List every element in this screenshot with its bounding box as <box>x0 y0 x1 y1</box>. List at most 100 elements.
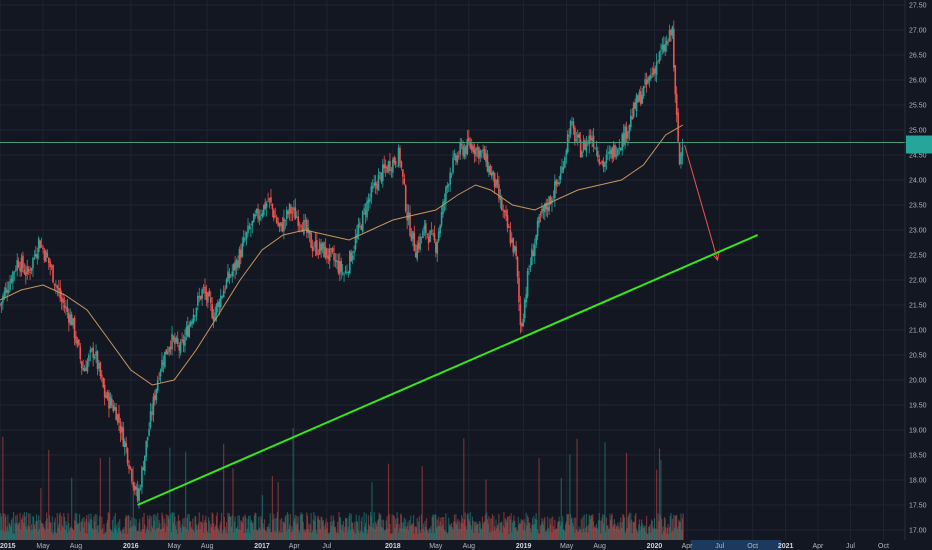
candle <box>519 296 522 334</box>
volume-bar <box>28 513 30 540</box>
volume-bar <box>539 526 542 540</box>
time-tick-label: May <box>429 543 443 550</box>
volume-bar <box>575 517 577 540</box>
candle-body <box>475 147 477 157</box>
volume-bar <box>644 525 646 540</box>
volume-bar <box>667 523 669 540</box>
price-tick-label: 25.00 <box>909 128 927 135</box>
volume-bar <box>27 525 29 540</box>
volume-bar <box>352 529 354 540</box>
volume-bar <box>367 515 370 540</box>
candle-body <box>476 148 479 151</box>
volume-bar <box>271 475 273 540</box>
volume-bar <box>503 512 505 540</box>
candle-body <box>541 209 543 214</box>
volume-bar <box>529 522 531 540</box>
time-axis[interactable]: 2015 May Aug 2016 May Aug 2017 Apr Jul 2018 May Aug… <box>0 540 932 550</box>
candle-body <box>483 149 486 160</box>
volume-bar <box>161 512 163 540</box>
time-tick-label: Jul <box>846 543 855 550</box>
candle-body <box>383 164 386 169</box>
trendline[interactable] <box>137 234 759 506</box>
candle <box>521 322 523 332</box>
candle-body <box>466 139 469 155</box>
time-tick-label: Apr <box>812 543 824 550</box>
volume-bar <box>435 527 438 540</box>
candle-body <box>500 198 503 211</box>
candle-body <box>565 150 568 156</box>
volume-bar <box>567 513 570 540</box>
candle-body <box>597 150 599 158</box>
volume-bar <box>289 514 291 540</box>
volume-bar <box>276 512 279 540</box>
volume-bar <box>509 515 511 540</box>
candle <box>0 303 1 308</box>
volume-bar <box>206 531 208 540</box>
candle-body <box>532 251 535 257</box>
volume-bar <box>200 521 202 540</box>
candle-body <box>60 297 63 302</box>
candle <box>589 128 592 144</box>
volume-bar <box>530 532 532 540</box>
volume-bar <box>215 515 218 540</box>
candle <box>622 124 625 148</box>
candle <box>56 284 59 297</box>
projection-arrow[interactable] <box>684 144 720 262</box>
candle <box>503 209 506 219</box>
candle <box>205 285 208 307</box>
volume-bar <box>557 522 559 540</box>
volume-bar <box>260 515 262 540</box>
volume-bar <box>281 517 283 540</box>
candle <box>492 170 494 182</box>
candle-body <box>270 197 272 203</box>
volume-bar <box>60 530 62 540</box>
candle-body <box>426 234 429 236</box>
candle-body <box>508 226 510 229</box>
volume-bar <box>124 517 127 540</box>
volume-bar <box>300 512 302 540</box>
volume-bar <box>3 531 5 540</box>
volume-bar <box>524 522 526 540</box>
candle-body <box>535 234 537 245</box>
volume-bar <box>144 533 147 540</box>
volume-bar <box>630 512 632 540</box>
candle <box>667 38 669 46</box>
volume-bar <box>218 529 220 540</box>
candle-body <box>142 467 145 471</box>
volume-bar <box>212 514 214 540</box>
volume-bar <box>9 524 11 540</box>
candle-body <box>630 115 632 128</box>
candle-body <box>668 30 671 42</box>
volume-bar <box>333 520 335 540</box>
volume-bar <box>147 530 149 540</box>
volume-bar <box>175 525 177 540</box>
volume-bar <box>474 522 476 540</box>
time-tick-label: 2018 <box>385 543 401 550</box>
candle <box>168 346 170 357</box>
candle <box>602 156 605 173</box>
volume-bar <box>601 517 603 540</box>
volume-bar <box>225 531 227 540</box>
volume-bar <box>307 529 309 540</box>
volume-bar <box>247 518 249 540</box>
volume-bar <box>278 531 281 540</box>
candle-body <box>82 367 84 371</box>
price-axis[interactable]: 17.0017.5018.0018.5019.0019.5020.0020.50… <box>909 3 927 535</box>
candle-body <box>376 184 378 189</box>
candle <box>238 246 241 269</box>
volume-bar <box>640 519 643 540</box>
volume-bar <box>409 525 411 540</box>
volume-bar <box>549 518 551 540</box>
candle <box>489 164 492 176</box>
candle-body <box>324 246 327 259</box>
candle <box>27 265 30 276</box>
volume-bar <box>562 516 564 540</box>
volume-bar <box>234 516 236 540</box>
candle-body <box>9 281 11 290</box>
volume-bar <box>515 527 517 540</box>
candle-body <box>340 260 343 272</box>
volume-bar <box>151 525 153 540</box>
volume-bar <box>510 513 512 540</box>
candle <box>419 233 421 253</box>
